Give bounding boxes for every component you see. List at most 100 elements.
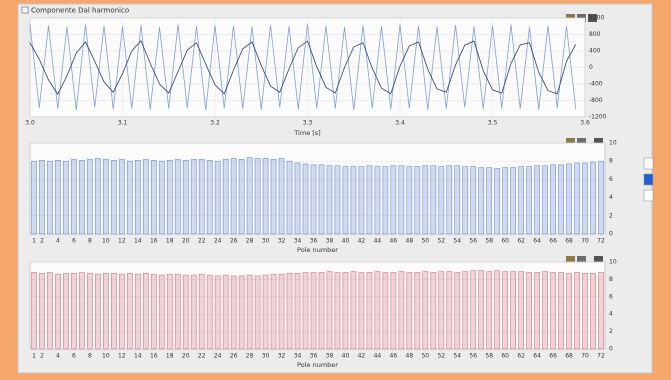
tool-button[interactable] — [566, 138, 575, 146]
bar — [166, 159, 173, 235]
x-tick-label: 52 — [437, 353, 445, 360]
bar — [574, 162, 580, 235]
x-tick-label: 22 — [198, 238, 206, 245]
bar — [374, 166, 381, 235]
bar — [134, 159, 141, 235]
x-tick-label: 62 — [517, 353, 525, 360]
bar — [470, 270, 477, 350]
bar — [494, 270, 501, 350]
bar — [326, 165, 333, 235]
x-tick-label: 3.4 — [395, 120, 405, 127]
x-tick-label: 18 — [166, 353, 174, 360]
y-tick-label: 0 — [609, 346, 613, 353]
bar — [142, 273, 149, 350]
bar — [446, 271, 453, 350]
bar — [118, 159, 125, 235]
x-tick-label: 48 — [406, 353, 414, 360]
bar — [190, 159, 197, 235]
x-tick-label: 28 — [246, 353, 254, 360]
x-tick-label: 12 — [118, 353, 126, 360]
bar — [478, 167, 485, 235]
x-tick-label: 18 — [166, 238, 174, 245]
toolbar-3[interactable] — [566, 256, 603, 264]
tool-button[interactable] — [577, 256, 586, 264]
bar — [358, 272, 365, 350]
x-tick-label: 1 — [32, 353, 36, 360]
x-tick-label: 3.2 — [210, 120, 220, 127]
x-tick-label: 2 — [40, 238, 44, 245]
bar — [534, 272, 540, 350]
x-tick-label: 44 — [374, 353, 382, 360]
bar — [214, 160, 221, 235]
bar — [470, 166, 477, 235]
bar — [103, 159, 109, 235]
bar — [87, 273, 93, 350]
bar — [390, 165, 397, 235]
bar — [310, 272, 317, 350]
bar — [158, 160, 165, 235]
data-line — [29, 24, 577, 111]
bar — [71, 273, 77, 350]
x-tick-label: 12 — [118, 238, 126, 245]
bar — [398, 165, 405, 235]
x-tick-label: 34 — [294, 353, 302, 360]
bar — [222, 274, 229, 350]
selector-box[interactable] — [643, 173, 654, 186]
selector-box[interactable] — [643, 157, 654, 170]
x-tick-label: 32 — [278, 353, 286, 360]
bar — [198, 273, 205, 350]
bar — [398, 271, 405, 350]
toolbar-2[interactable] — [566, 138, 603, 146]
x-tick-label: 70 — [581, 353, 589, 360]
plot-area — [29, 261, 606, 350]
bar — [414, 166, 421, 235]
bar — [39, 159, 45, 235]
y-tick-label: -1200 — [589, 114, 607, 121]
bar — [126, 273, 133, 350]
data-line — [29, 39, 577, 96]
bar — [406, 166, 413, 235]
x-tick-label: 38 — [326, 353, 334, 360]
tool-button[interactable] — [594, 256, 603, 264]
bar — [430, 272, 437, 350]
bar — [150, 159, 157, 235]
bar — [574, 272, 580, 350]
bar — [31, 160, 37, 235]
bar — [150, 273, 157, 350]
plot-area — [29, 142, 606, 235]
y-tick-label: 2 — [609, 212, 613, 219]
bar — [294, 273, 301, 350]
tool-button[interactable] — [566, 256, 575, 264]
y-tick-label: 4 — [609, 311, 613, 318]
y-tick-label: 400 — [589, 48, 601, 55]
tool-button[interactable] — [594, 138, 603, 146]
bar — [103, 273, 109, 350]
bar — [582, 162, 588, 235]
bar — [302, 272, 309, 350]
tool-button[interactable] — [588, 14, 597, 22]
y-tick-label: 800 — [589, 31, 601, 38]
bar — [190, 274, 197, 350]
bar — [382, 166, 389, 235]
bar — [542, 271, 548, 350]
x-tick-label: 50 — [421, 353, 429, 360]
tool-button[interactable] — [577, 138, 586, 146]
bar — [326, 271, 333, 350]
selector[interactable] — [643, 157, 654, 202]
selector-box[interactable] — [643, 189, 654, 202]
x-tick-label: 14 — [134, 353, 142, 360]
x-tick-label: 28 — [246, 238, 254, 245]
bar — [350, 271, 357, 350]
x-tick-label: 60 — [501, 353, 509, 360]
bar — [486, 271, 493, 350]
x-tick-label: 70 — [581, 238, 589, 245]
bar — [55, 273, 61, 350]
x-tick-label: 16 — [150, 353, 158, 360]
bar — [438, 166, 445, 235]
x-tick-label: 64 — [533, 238, 541, 245]
x-tick-label: 3.3 — [303, 120, 313, 127]
bar — [278, 273, 285, 350]
bar — [95, 158, 101, 235]
x-tick-label: 30 — [262, 238, 270, 245]
x-tick-label: 20 — [182, 238, 190, 245]
